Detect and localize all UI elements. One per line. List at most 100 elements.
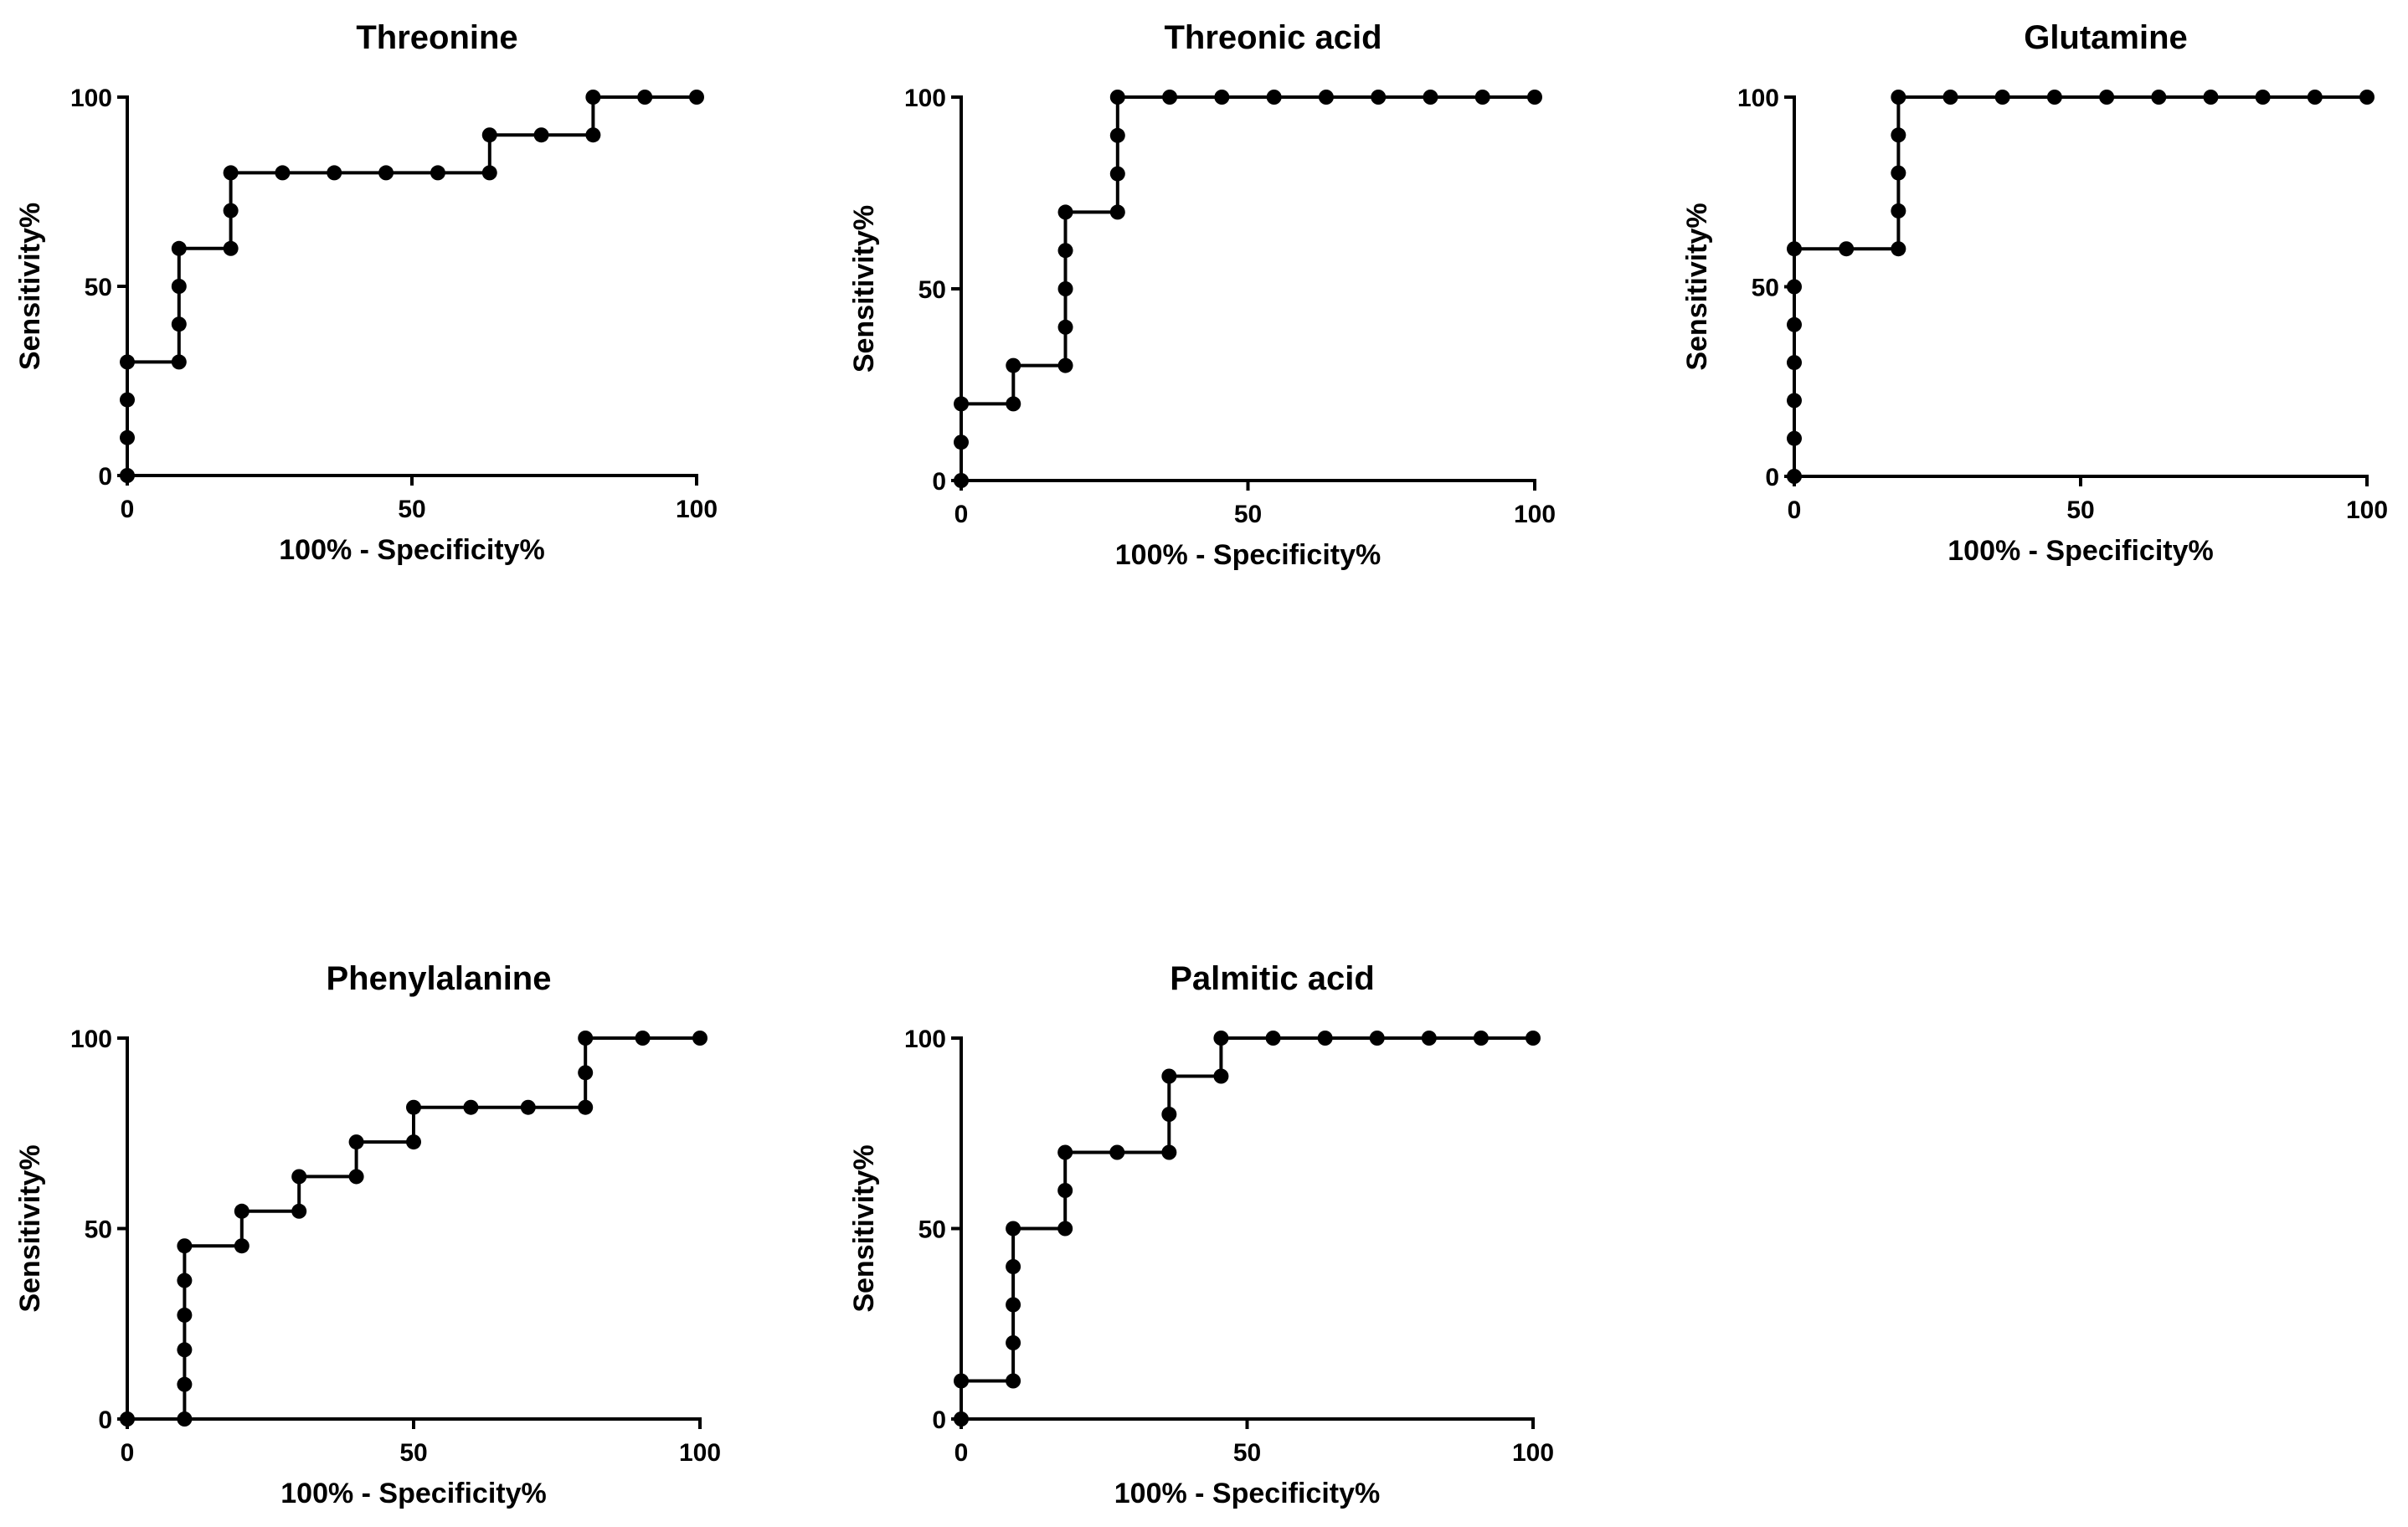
- roc-point: [1109, 127, 1125, 143]
- roc-panel-4: Phenylalanine 0 50 100 0 50 100 100% - Specific…: [14, 960, 721, 1509]
- y-axis-label: Sensitivity%: [14, 203, 46, 370]
- x-tick-label: 100: [2346, 496, 2388, 524]
- roc-point: [692, 1031, 707, 1046]
- roc-point: [223, 240, 239, 256]
- roc-point: [1006, 1335, 1021, 1350]
- roc-point: [1891, 90, 1906, 105]
- y-tick-label: 100: [1737, 85, 1779, 112]
- roc-curve-line: [1793, 95, 2367, 476]
- roc-point: [585, 127, 601, 143]
- roc-curve-line: [960, 95, 1535, 481]
- roc-point: [1318, 90, 1334, 105]
- chart-title: Palmitic acid: [1170, 960, 1375, 997]
- x-tick-label: 50: [2066, 496, 2094, 524]
- x-tick-label: 50: [1234, 501, 1262, 528]
- roc-point: [1891, 203, 1906, 219]
- y-tick-label: 100: [904, 1026, 946, 1053]
- roc-point: [1057, 1183, 1073, 1198]
- roc-point: [1266, 90, 1282, 105]
- roc-point: [954, 1411, 969, 1427]
- roc-point: [954, 396, 969, 412]
- roc-point: [578, 1031, 594, 1046]
- roc-point: [2359, 90, 2375, 105]
- roc-point: [378, 165, 394, 181]
- y-axis-label: Sensitivity%: [1681, 203, 1713, 370]
- roc-point: [348, 1134, 364, 1150]
- x-tick-label: 0: [954, 501, 969, 528]
- roc-point: [1161, 1144, 1177, 1160]
- roc-point: [1214, 90, 1230, 105]
- y-tick-label: 50: [85, 274, 112, 301]
- roc-point: [578, 1065, 594, 1081]
- roc-point: [223, 165, 239, 181]
- roc-point: [954, 473, 969, 488]
- roc-point: [171, 240, 187, 256]
- roc-point: [1265, 1031, 1281, 1046]
- roc-point: [463, 1099, 479, 1115]
- chart-title: Threonine: [356, 19, 517, 56]
- roc-point: [327, 165, 342, 181]
- roc-point: [177, 1238, 193, 1254]
- roc-point: [120, 392, 135, 408]
- roc-point: [291, 1169, 307, 1185]
- roc-point: [2203, 90, 2219, 105]
- roc-point: [1057, 319, 1073, 335]
- roc-point: [1161, 1068, 1177, 1084]
- roc-point: [406, 1099, 421, 1115]
- y-tick-label: 0: [98, 1406, 112, 1434]
- roc-point: [1473, 1031, 1489, 1046]
- roc-point: [177, 1376, 193, 1392]
- y-tick-label: 100: [904, 85, 946, 112]
- roc-point: [120, 429, 135, 445]
- roc-point: [171, 354, 187, 370]
- roc-point: [1057, 1144, 1073, 1160]
- roc-point: [2099, 90, 2115, 105]
- roc-point: [954, 434, 969, 450]
- roc-point: [2046, 90, 2062, 105]
- roc-point: [1057, 357, 1073, 373]
- roc-point: [481, 165, 497, 181]
- roc-point: [954, 1373, 969, 1389]
- roc-curve-line: [127, 1036, 700, 1421]
- roc-point: [689, 90, 704, 105]
- roc-point: [1787, 469, 1802, 484]
- roc-curve-line: [960, 1036, 1533, 1419]
- roc-point: [1891, 165, 1906, 181]
- roc-point: [234, 1203, 250, 1219]
- y-tick-label: 50: [918, 1216, 946, 1244]
- roc-point: [223, 203, 239, 219]
- roc-point: [171, 279, 187, 294]
- y-tick-label: 100: [70, 85, 112, 112]
- x-tick-label: 100: [1514, 501, 1556, 528]
- roc-point: [1006, 396, 1021, 412]
- roc-point: [1787, 430, 1802, 446]
- roc-point: [1423, 90, 1438, 105]
- y-tick-label: 0: [932, 1406, 946, 1434]
- x-tick-label: 100: [676, 496, 718, 523]
- roc-point: [1213, 1031, 1229, 1046]
- roc-point: [1213, 1068, 1229, 1084]
- roc-point: [1839, 241, 1855, 257]
- roc-point: [1057, 204, 1073, 220]
- roc-point: [1787, 279, 1802, 295]
- x-axis-label: 100% - Specificity%: [280, 1478, 546, 1509]
- roc-curve-line: [126, 95, 697, 476]
- y-tick-label: 0: [1765, 464, 1779, 491]
- roc-panel-5: Palmitic acid 0 50 100 0 50 100 100% - Specific…: [848, 960, 1554, 1509]
- roc-point: [120, 1411, 135, 1427]
- y-axis-label: Sensitivity%: [848, 1144, 880, 1312]
- roc-point: [1787, 316, 1802, 332]
- roc-point: [171, 316, 187, 332]
- x-tick-label: 100: [679, 1439, 721, 1467]
- y-tick-label: 50: [85, 1216, 112, 1244]
- roc-point: [1006, 1373, 1021, 1389]
- roc-point: [406, 1134, 421, 1150]
- chart-title: Glutamine: [2024, 19, 2188, 56]
- roc-point: [1109, 166, 1125, 182]
- roc-panel-1: Threonine 0 50 100 0 50 100 100% - Specificity%…: [14, 19, 718, 566]
- x-tick-label: 0: [1788, 496, 1802, 524]
- roc-point: [1057, 281, 1073, 296]
- roc-point: [481, 127, 497, 143]
- roc-point: [430, 165, 445, 181]
